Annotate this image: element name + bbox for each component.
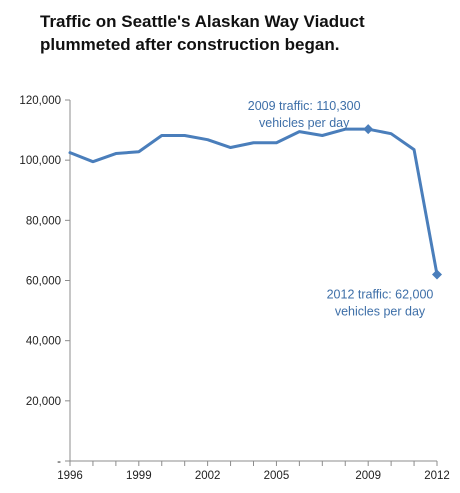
chart-title: Traffic on Seattle's Alaskan Way Viaduct… [40,12,365,54]
diamond-marker [363,124,374,135]
annotations: 2009 traffic: 110,300 vehicles per day 201… [248,99,434,318]
y-tick-label: 40,000 [26,336,61,348]
y-tick-label: 100,000 [19,155,61,167]
annotation-line-2: vehicles per day [335,304,426,318]
x-tick-label: 2002 [195,470,221,482]
y-tick-label: - [57,456,61,468]
x-tick-label: 2012 [424,470,450,482]
series-line [68,127,439,276]
annotation-line-2: vehicles per day [259,116,350,130]
annotation-line-1: 2012 traffic: 62,000 [327,287,434,301]
x-tick-label: 2005 [264,470,290,482]
diamond-marker [432,269,442,280]
y-tick-label: 20,000 [26,396,61,408]
axes: - 20,000 40,000 60,000 80,000 100,000 120,000 1… [19,95,449,482]
x-tick-label: 1999 [126,470,152,482]
x-tick-label: 1996 [57,470,83,482]
y-tick-label: 120,000 [19,95,61,107]
y-tick-label: 80,000 [26,215,61,227]
annotation-line-1: 2009 traffic: 110,300 [248,99,361,113]
x-tick-label: 2009 [355,470,381,482]
y-tick-label: 60,000 [26,276,61,288]
series-layer [68,124,442,280]
